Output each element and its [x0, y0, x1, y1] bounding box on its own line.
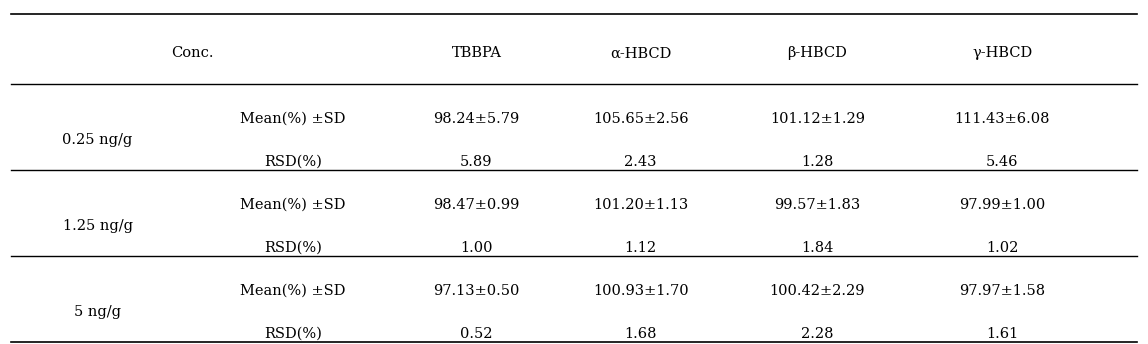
Text: 1.84: 1.84 — [801, 241, 833, 255]
Text: 105.65±2.56: 105.65±2.56 — [592, 112, 689, 126]
Text: Mean(%) ±SD: Mean(%) ±SD — [240, 284, 346, 298]
Text: 98.47±0.99: 98.47±0.99 — [433, 198, 520, 212]
Text: 97.99±1.00: 97.99±1.00 — [959, 198, 1046, 212]
Text: RSD(%): RSD(%) — [264, 241, 321, 255]
Text: 101.20±1.13: 101.20±1.13 — [594, 198, 688, 212]
Text: 5.89: 5.89 — [460, 155, 492, 169]
Text: 99.57±1.83: 99.57±1.83 — [774, 198, 861, 212]
Text: 97.13±0.50: 97.13±0.50 — [433, 284, 520, 298]
Text: γ-HBCD: γ-HBCD — [972, 46, 1032, 60]
Text: 1.68: 1.68 — [625, 327, 657, 341]
Text: 2.28: 2.28 — [801, 327, 833, 341]
Text: β-HBCD: β-HBCD — [788, 46, 847, 60]
Text: 1.00: 1.00 — [460, 241, 492, 255]
Text: 111.43±6.08: 111.43±6.08 — [954, 112, 1050, 126]
Text: 100.42±2.29: 100.42±2.29 — [769, 284, 866, 298]
Text: 5.46: 5.46 — [986, 155, 1018, 169]
Text: 1.02: 1.02 — [986, 241, 1018, 255]
Text: 0.52: 0.52 — [460, 327, 492, 341]
Text: 1.28: 1.28 — [801, 155, 833, 169]
Text: 101.12±1.29: 101.12±1.29 — [770, 112, 864, 126]
Text: Mean(%) ±SD: Mean(%) ±SD — [240, 112, 346, 126]
Text: RSD(%): RSD(%) — [264, 327, 321, 341]
Text: 1.25 ng/g: 1.25 ng/g — [63, 219, 132, 233]
Text: Conc.: Conc. — [171, 46, 215, 60]
Text: α-HBCD: α-HBCD — [610, 46, 672, 60]
Text: 1.12: 1.12 — [625, 241, 657, 255]
Text: 98.24±5.79: 98.24±5.79 — [433, 112, 520, 126]
Text: 97.97±1.58: 97.97±1.58 — [959, 284, 1046, 298]
Text: 1.61: 1.61 — [986, 327, 1018, 341]
Text: RSD(%): RSD(%) — [264, 155, 321, 169]
Text: TBBPA: TBBPA — [451, 46, 502, 60]
Text: 100.93±1.70: 100.93±1.70 — [592, 284, 689, 298]
Text: Mean(%) ±SD: Mean(%) ±SD — [240, 198, 346, 212]
Text: 2.43: 2.43 — [625, 155, 657, 169]
Text: 5 ng/g: 5 ng/g — [75, 305, 121, 319]
Text: 0.25 ng/g: 0.25 ng/g — [62, 133, 133, 147]
